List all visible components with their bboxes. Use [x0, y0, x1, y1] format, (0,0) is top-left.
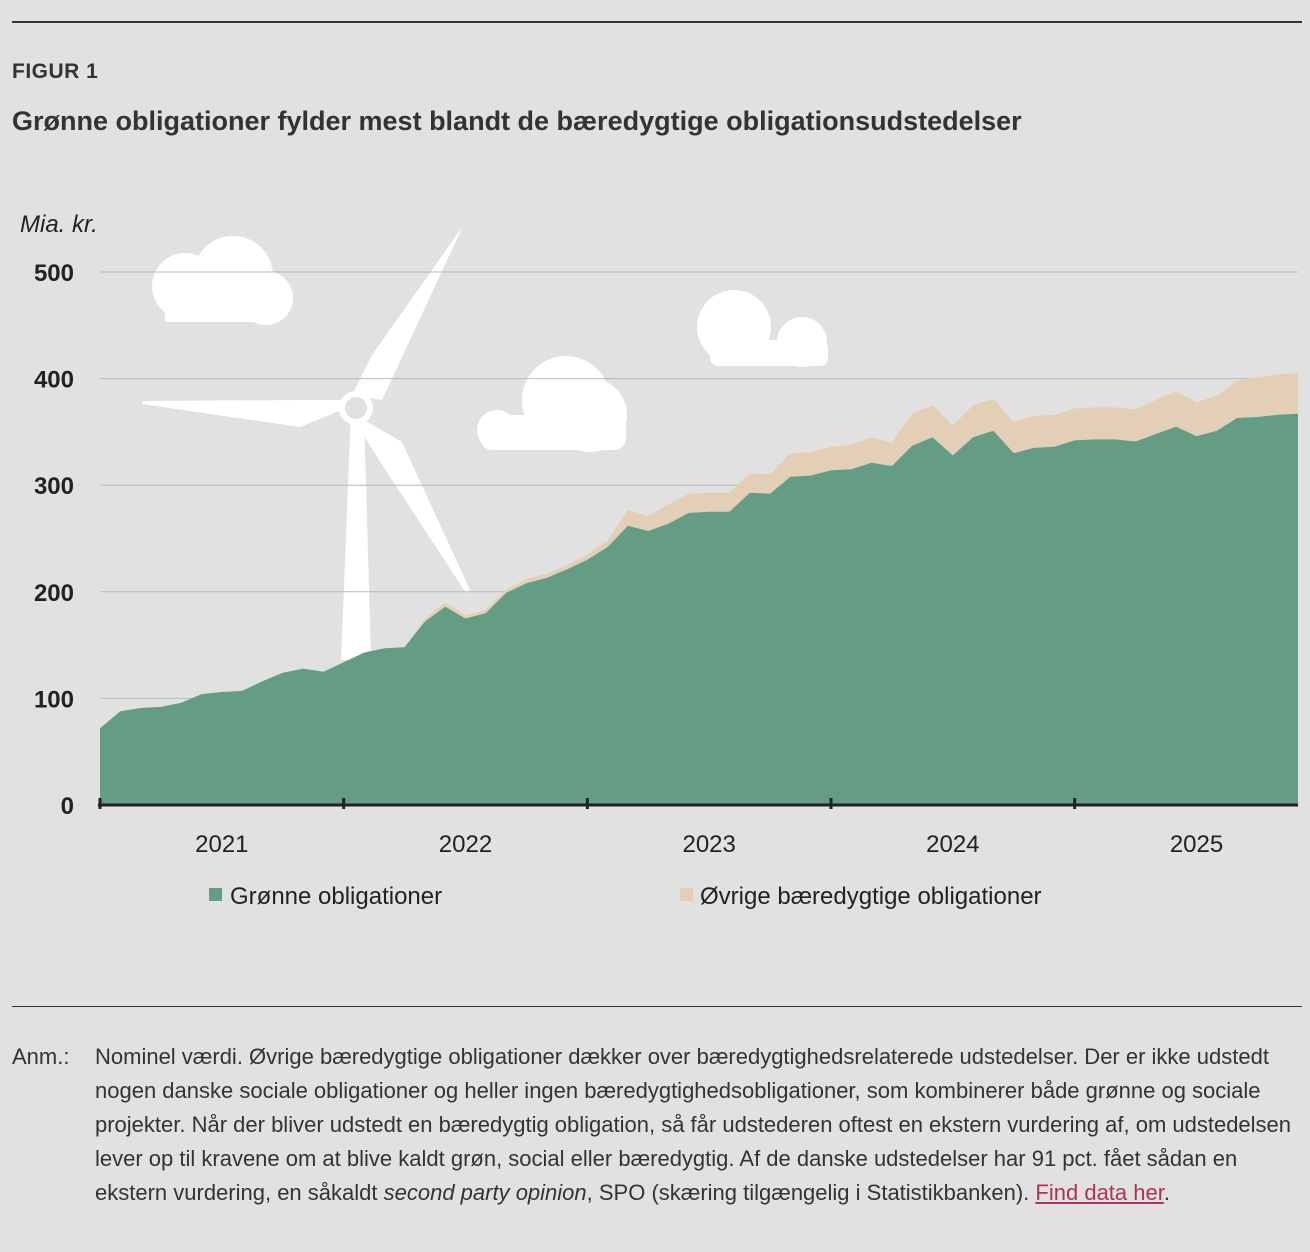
- x-tick-label: 2025: [1170, 831, 1223, 858]
- y-tick-label: 300: [34, 473, 74, 500]
- y-tick-label: 100: [34, 686, 74, 713]
- legend-label-other: Øvrige bæredygtige obligationer: [700, 883, 1042, 910]
- legend-swatch-green: [209, 888, 222, 901]
- note-prefix: Anm.:: [12, 1044, 70, 1069]
- figure-label: FIGUR 1: [12, 60, 99, 83]
- find-data-link[interactable]: Find data her: [1035, 1180, 1164, 1205]
- top-rule: [12, 21, 1302, 23]
- y-tick-label: 400: [34, 367, 74, 394]
- series-area-other: [100, 373, 1298, 729]
- chart: 0 100 200 300 400 500 2021 2022 2023 2024 2025 Mi…: [20, 211, 1298, 910]
- note-body: Nominel værdi. Øvrige bæredygtige obliga…: [95, 1040, 1302, 1210]
- y-tick-label: 0: [61, 793, 74, 820]
- note-text: Nominel værdi. Øvrige bæredygtige obliga…: [95, 1044, 1292, 1205]
- series-area-green: [100, 413, 1298, 805]
- cloud-icon: [477, 356, 627, 452]
- note-end: .: [1163, 1180, 1170, 1205]
- y-unit-label: Mia. kr.: [20, 211, 98, 238]
- y-tick-label: 500: [34, 260, 74, 287]
- wind-turbine-illustration: [142, 226, 828, 660]
- x-tick-label: 2022: [439, 831, 492, 858]
- y-tick-label: 200: [34, 580, 74, 607]
- x-tick-label: 2023: [682, 831, 735, 858]
- cloud-icon: [697, 290, 828, 367]
- turbine-icon: [142, 226, 470, 660]
- x-tick-label: 2024: [926, 831, 979, 858]
- note: Anm.: Nominel værdi. Øvrige bæredygtige …: [12, 1040, 1302, 1210]
- legend-swatch-other: [680, 888, 693, 901]
- bottom-rule: [12, 1006, 1302, 1007]
- note-text-after: , SPO (skæring tilgængelig i Statistikba…: [586, 1180, 1030, 1205]
- cloud-icon: [152, 236, 293, 325]
- figure-title: Grønne obligationer fylder mest blandt d…: [12, 106, 1022, 136]
- legend-label-green: Grønne obligationer: [230, 883, 442, 910]
- note-italic: second party opinion: [383, 1180, 587, 1205]
- x-tick-label: 2021: [195, 831, 248, 858]
